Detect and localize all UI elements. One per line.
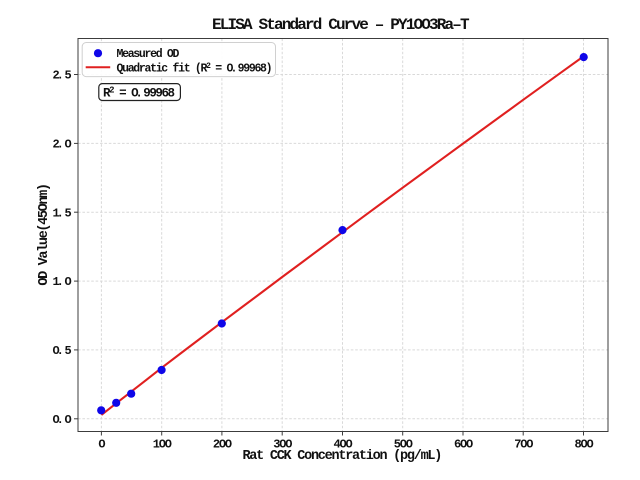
svg-text:Rat CCK Concentration (pg/mL): Rat CCK Concentration (pg/mL) (242, 449, 441, 464)
svg-text:4OO: 4OO (333, 438, 352, 452)
svg-text:O.5: O. 5 (52, 344, 71, 358)
svg-text:Measured OD: Measured OD (117, 48, 180, 61)
svg-text:2OO: 2OO (213, 438, 232, 452)
svg-text:O.O: O. O (52, 413, 71, 427)
svg-text:OD Value(45Onm): OD Value(45Onm) (37, 184, 52, 285)
svg-text:O: O (98, 438, 105, 452)
svg-text:1.O: 1. O (52, 275, 71, 289)
svg-text:1.5: 1. 5 (52, 206, 71, 220)
svg-text:2.O: 2. O (52, 138, 71, 152)
svg-text:2.5: 2. 5 (52, 69, 71, 83)
svg-text:Quadratic fit (R2 = O.99968): Quadratic fit (R2 = O. 99968) (117, 62, 272, 76)
svg-text:7OO: 7OO (514, 438, 533, 452)
svg-text:5OO: 5OO (394, 438, 413, 452)
svg-text:R2 = O.99968: R2 = O. 99968 (103, 86, 175, 101)
svg-text:ELISA Standard Curve – PY1OO3R: ELISA Standard Curve – PY1OO3Ra–T (212, 16, 470, 34)
svg-text:3OO: 3OO (273, 438, 292, 452)
svg-text:6OO: 6OO (454, 438, 473, 452)
svg-text:1OO: 1OO (153, 438, 172, 452)
svg-text:8OO: 8OO (574, 438, 593, 452)
